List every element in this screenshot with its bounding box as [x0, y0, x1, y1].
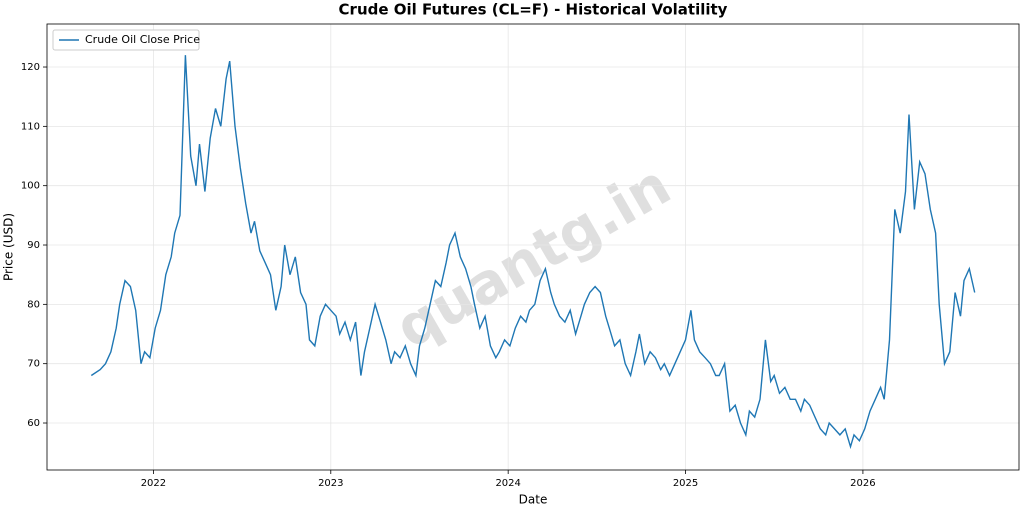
y-tick-label: 90	[27, 240, 40, 251]
y-tick-label: 60	[27, 418, 40, 429]
legend: Crude Oil Close Price	[52, 29, 200, 51]
x-tick-label: 2026	[850, 478, 875, 489]
price-line	[90, 55, 976, 450]
x-axis-label: Date	[519, 493, 548, 507]
y-tick-label: 100	[21, 181, 40, 192]
x-tick-label: 2022	[141, 478, 166, 489]
watermark: quantg.in	[385, 153, 681, 362]
y-tick-label: 110	[21, 121, 40, 132]
y-tick-label: 70	[27, 359, 40, 370]
chart-title: Crude Oil Futures (CL=F) - Historical Vo…	[339, 1, 728, 19]
x-tick-label: 2024	[495, 478, 520, 489]
plot-frame	[46, 23, 1020, 471]
y-axis-label: Price (USD)	[2, 213, 16, 281]
y-tick-label: 80	[27, 299, 40, 310]
y-tick-label: 120	[21, 62, 40, 73]
x-tick-label: 2025	[673, 478, 698, 489]
x-tick-label: 2023	[318, 478, 343, 489]
legend-label: Crude Oil Close Price	[85, 33, 200, 46]
legend-box	[52, 29, 200, 51]
